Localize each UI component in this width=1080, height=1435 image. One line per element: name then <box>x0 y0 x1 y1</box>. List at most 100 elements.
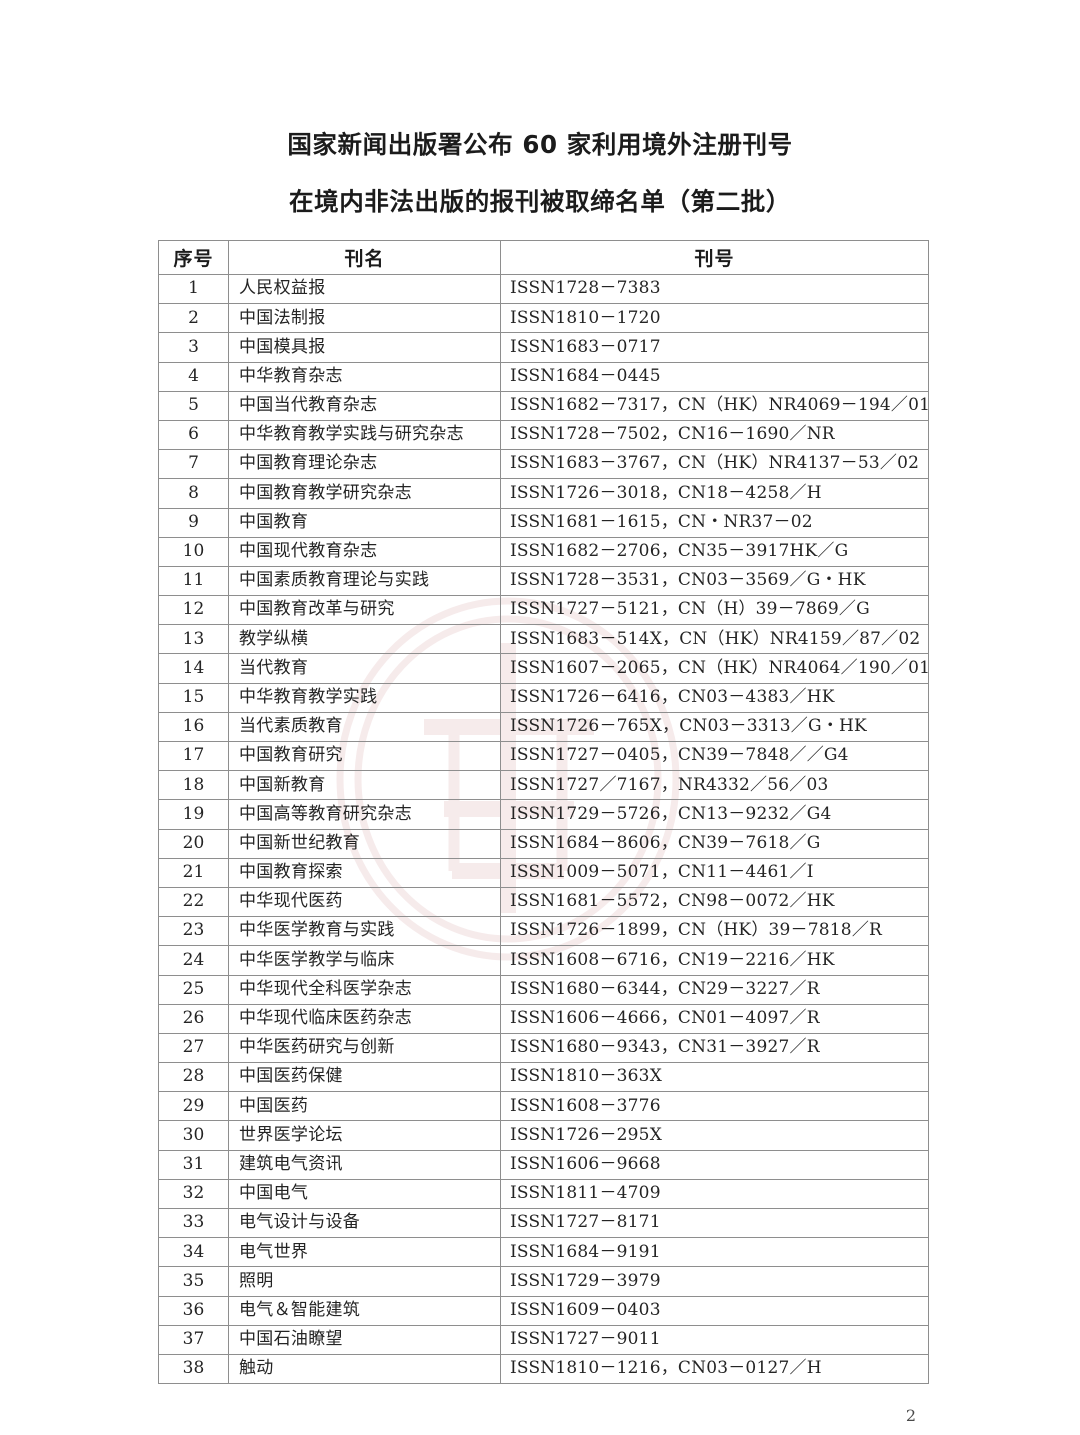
publication-name: 电气世界 <box>228 1237 501 1268</box>
table-row: 20 中国新世纪教育 ISSN1684－8606，CN39－7618／G <box>158 828 929 859</box>
table-row: 37 中国石油瞭望 ISSN1727－9011 <box>158 1324 929 1355</box>
publication-name: 教学纵横 <box>228 624 501 655</box>
table-row: 27 中华医药研究与创新 ISSN1680－9343，CN31－3927／R <box>158 1032 929 1064</box>
table-row: 21 中国教育探索 ISSN1009－5071，CN11－4461／I <box>158 857 929 888</box>
table-row: 31 建筑电气资讯 ISSN1606－9668 <box>158 1149 929 1180</box>
table-row: 24 中华医学教学与临床 ISSN1608－6716，CN19－2216／HK <box>158 945 929 976</box>
row-index: 18 <box>158 770 229 801</box>
row-index: 7 <box>158 449 229 480</box>
publication-name: 中华现代临床医药杂志 <box>228 1003 501 1034</box>
publication-issn: ISSN1684－0445 <box>500 361 929 392</box>
publication-issn: ISSN1728－3531，CN03－3569／G・HK <box>500 565 929 597</box>
publication-issn: ISSN1009－5071，CN11－4461／I <box>500 857 929 888</box>
table-row: 22 中华现代医药 ISSN1681－5572，CN98－0072／HK <box>158 886 929 918</box>
row-index: 35 <box>158 1266 229 1297</box>
row-index: 14 <box>158 653 229 684</box>
publication-issn: ISSN1606－4666，CN01－4097／R <box>500 1003 929 1034</box>
publication-name: 中国教育改革与研究 <box>228 595 501 626</box>
publication-issn: ISSN1727／7167，NR4332／56／03 <box>500 770 929 801</box>
publication-name: 中国素质教育理论与实践 <box>228 565 501 597</box>
publication-issn: ISSN1684－8606，CN39－7618／G <box>500 828 929 859</box>
publication-issn: ISSN1726－6416，CN03－4383／HK <box>500 682 929 713</box>
row-index: 20 <box>158 828 229 859</box>
publication-issn: ISSN1607－2065，CN（HK）NR4064／190／01 <box>500 653 930 684</box>
publication-name: 中国模具报 <box>228 332 501 363</box>
table-row: 8 中国教育教学研究杂志 ISSN1726－3018，CN18－4258／H <box>158 478 929 509</box>
publication-issn: ISSN1682－2706，CN35－3917HK／G <box>500 536 929 567</box>
publication-name: 人民权益报 <box>228 273 501 305</box>
publication-name: 建筑电气资讯 <box>228 1149 501 1180</box>
table-row: 15 中华教育教学实践 ISSN1726－6416，CN03－4383／HK <box>158 682 929 713</box>
publication-issn: ISSN1609－0403 <box>500 1295 929 1326</box>
row-index: 30 <box>158 1120 229 1151</box>
row-index: 6 <box>158 419 229 451</box>
publication-name: 当代素质教育 <box>228 711 501 743</box>
row-index: 33 <box>158 1207 229 1239</box>
row-index: 8 <box>158 478 229 509</box>
publication-issn: ISSN1726－1899，CN（HK）39－7818／R <box>500 916 929 947</box>
table-row: 3 中国模具报 ISSN1683－0717 <box>158 332 929 363</box>
table-row: 7 中国教育理论杂志 ISSN1683－3767，CN（HK）NR4137－53／0… <box>158 449 929 480</box>
row-index: 22 <box>158 886 229 918</box>
table-row: 1 人民权益报 ISSN1728－7383 <box>158 273 929 305</box>
publication-name: 中国教育理论杂志 <box>228 449 501 480</box>
publication-issn: ISSN1810－1720 <box>500 303 929 334</box>
publication-name: 中国现代教育杂志 <box>228 536 501 567</box>
publication-name: 中国当代教育杂志 <box>228 390 501 421</box>
row-index: 12 <box>158 595 229 626</box>
publication-name: 中国医药 <box>228 1091 501 1122</box>
publication-name: 中国教育 <box>228 507 501 538</box>
publication-name: 中国教育探索 <box>228 857 501 888</box>
table-row: 34 电气世界 ISSN1684－9191 <box>158 1237 929 1268</box>
publication-name: 电气设计与设备 <box>228 1207 501 1239</box>
publication-issn: ISSN1608－6716，CN19－2216／HK <box>500 945 929 976</box>
publication-name: 中国石油瞭望 <box>228 1324 501 1355</box>
publication-name: 中华教育杂志 <box>228 361 501 392</box>
row-index: 26 <box>158 1003 229 1034</box>
row-index: 25 <box>158 974 229 1005</box>
document-header: 国家新闻出版署公布 60 家利用境外注册刊号 在境内非法出版的报刊被取缔名单（第… <box>0 0 1080 216</box>
row-index: 19 <box>158 799 229 830</box>
row-index: 9 <box>158 507 229 538</box>
page-number: 2 <box>905 1406 917 1425</box>
row-index: 17 <box>158 740 229 772</box>
revoked-publications-table-container: 序号 刊名 刊号 1 人民权益报 ISSN1728－7383 2 中国法制报 ISSN18… <box>158 240 930 1385</box>
row-index: 38 <box>158 1353 229 1385</box>
table-row: 26 中华现代临床医药杂志 ISSN1606－4666，CN01－4097／R <box>158 1003 929 1034</box>
row-index: 10 <box>158 536 229 567</box>
publication-name: 中华医药研究与创新 <box>228 1032 501 1064</box>
row-index: 16 <box>158 711 229 743</box>
table-row: 11 中国素质教育理论与实践 ISSN1728－3531，CN03－3569／G・H… <box>158 565 929 597</box>
row-index: 5 <box>158 390 229 421</box>
table-row: 35 照明 ISSN1729－3979 <box>158 1266 929 1297</box>
table-row: 30 世界医学论坛 ISSN1726－295X <box>158 1120 929 1151</box>
row-index: 37 <box>158 1324 229 1355</box>
publication-issn: ISSN1684－9191 <box>500 1237 929 1268</box>
publication-issn: ISSN1683－514X，CN（HK）NR4159／87／02 <box>500 624 929 655</box>
publication-issn: ISSN1681－1615，CN・NR37－02 <box>500 507 929 538</box>
publication-issn: ISSN1810－1216，CN03－0127／H <box>500 1353 929 1385</box>
table-header-row: 序号 刊名 刊号 <box>158 240 929 275</box>
row-index: 28 <box>158 1062 229 1093</box>
publication-name: 中国高等教育研究杂志 <box>228 799 501 830</box>
publication-name: 当代教育 <box>228 653 501 684</box>
table-row: 9 中国教育 ISSN1681－1615，CN・NR37－02 <box>158 507 929 538</box>
table-row: 33 电气设计与设备 ISSN1727－8171 <box>158 1207 929 1239</box>
table-row: 19 中国高等教育研究杂志 ISSN1729－5726，CN13－9232／G4 <box>158 799 929 830</box>
row-index: 2 <box>158 303 229 334</box>
table-row: 25 中华现代全科医学杂志 ISSN1680－6344，CN29－3227／R <box>158 974 929 1005</box>
row-index: 36 <box>158 1295 229 1326</box>
row-index: 15 <box>158 682 229 713</box>
revoked-publications-table: 序号 刊名 刊号 1 人民权益报 ISSN1728－7383 2 中国法制报 ISSN18… <box>158 240 930 1385</box>
publication-name: 中华医学教学与临床 <box>228 945 501 976</box>
publication-issn: ISSN1727－8171 <box>500 1207 929 1239</box>
publication-name: 中华现代全科医学杂志 <box>228 974 501 1005</box>
table-row: 36 电气＆智能建筑 ISSN1609－0403 <box>158 1295 929 1326</box>
publication-issn: ISSN1727－9011 <box>500 1324 929 1355</box>
table-row: 13 教学纵横 ISSN1683－514X，CN（HK）NR4159／87／02 <box>158 624 929 655</box>
table-body: 1 人民权益报 ISSN1728－7383 2 中国法制报 ISSN1810－1720 3 中… <box>158 273 930 1385</box>
table-row: 29 中国医药 ISSN1608－3776 <box>158 1091 929 1122</box>
table-row: 12 中国教育改革与研究 ISSN1727－5121，CN（H）39－7869／G <box>158 595 929 626</box>
table-row: 23 中华医学教育与实践 ISSN1726－1899，CN（HK）39－7818／R <box>158 916 929 947</box>
row-index: 21 <box>158 857 229 888</box>
